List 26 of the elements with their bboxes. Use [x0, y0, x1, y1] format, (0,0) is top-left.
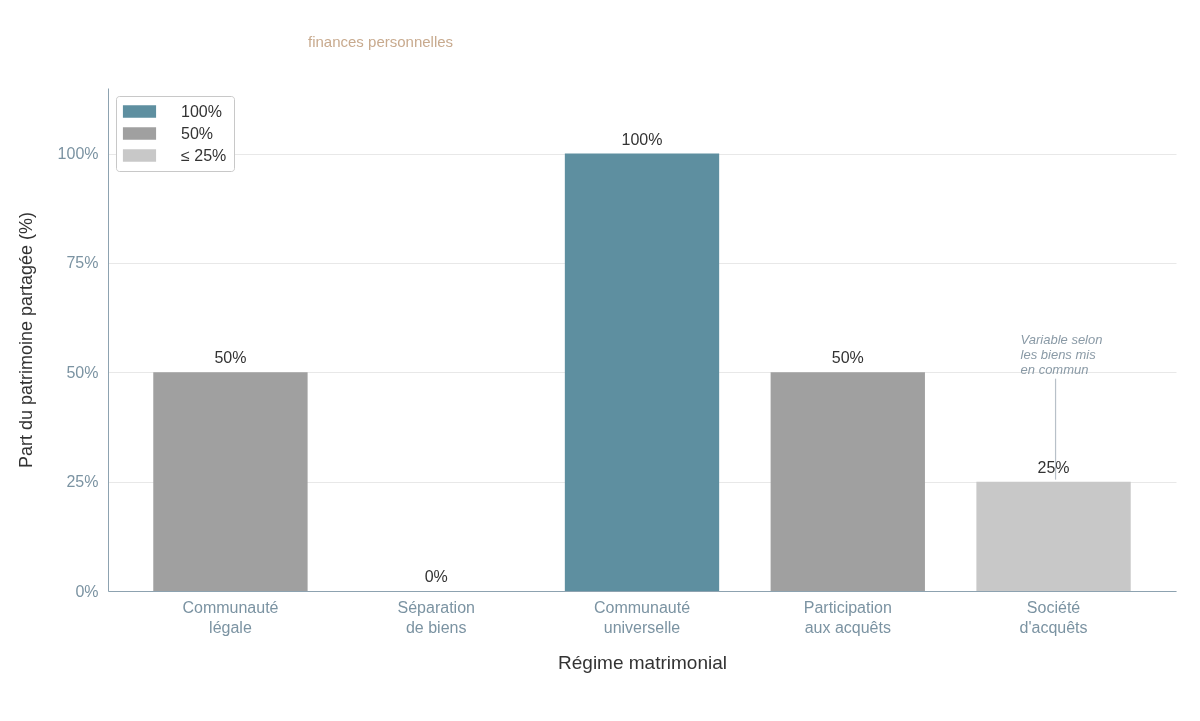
chart-subtitle: finances personnelles: [308, 33, 454, 50]
bar: [770, 372, 925, 591]
x-axis-title: Régime matrimonial: [558, 651, 727, 673]
y-axis-title: Part du patrimoine partagée (%): [15, 211, 36, 469]
bar: [153, 372, 308, 591]
legend-label: ≤ 25%: [181, 146, 227, 164]
y-tick-label: 25%: [66, 473, 99, 491]
data-label: 25%: [1037, 458, 1070, 476]
x-tick-label: Participation aux acquêts: [803, 598, 892, 636]
data-label: 50%: [831, 349, 864, 367]
legend-label: 50%: [181, 124, 214, 142]
y-tick-label: 100%: [57, 145, 99, 163]
bar: [564, 153, 720, 591]
legend-label: 100%: [181, 102, 222, 120]
x-tick-label: Séparation de biens: [397, 598, 475, 636]
annotation: Variable selon les biens mis en commun: [1020, 331, 1103, 377]
data-label: 50%: [214, 349, 247, 367]
x-tick-label: Communauté légale: [182, 598, 279, 636]
y-tick-label: 75%: [66, 254, 99, 272]
data-label: 100%: [621, 130, 663, 148]
x-tick-label: Communauté universelle: [593, 598, 691, 636]
bar: [976, 481, 1131, 591]
data-label: 0%: [424, 568, 448, 585]
x-tick-label: Société d'acquêts: [1019, 598, 1088, 636]
y-tick-label: 50%: [66, 363, 99, 381]
y-tick-label: 0%: [75, 582, 99, 600]
